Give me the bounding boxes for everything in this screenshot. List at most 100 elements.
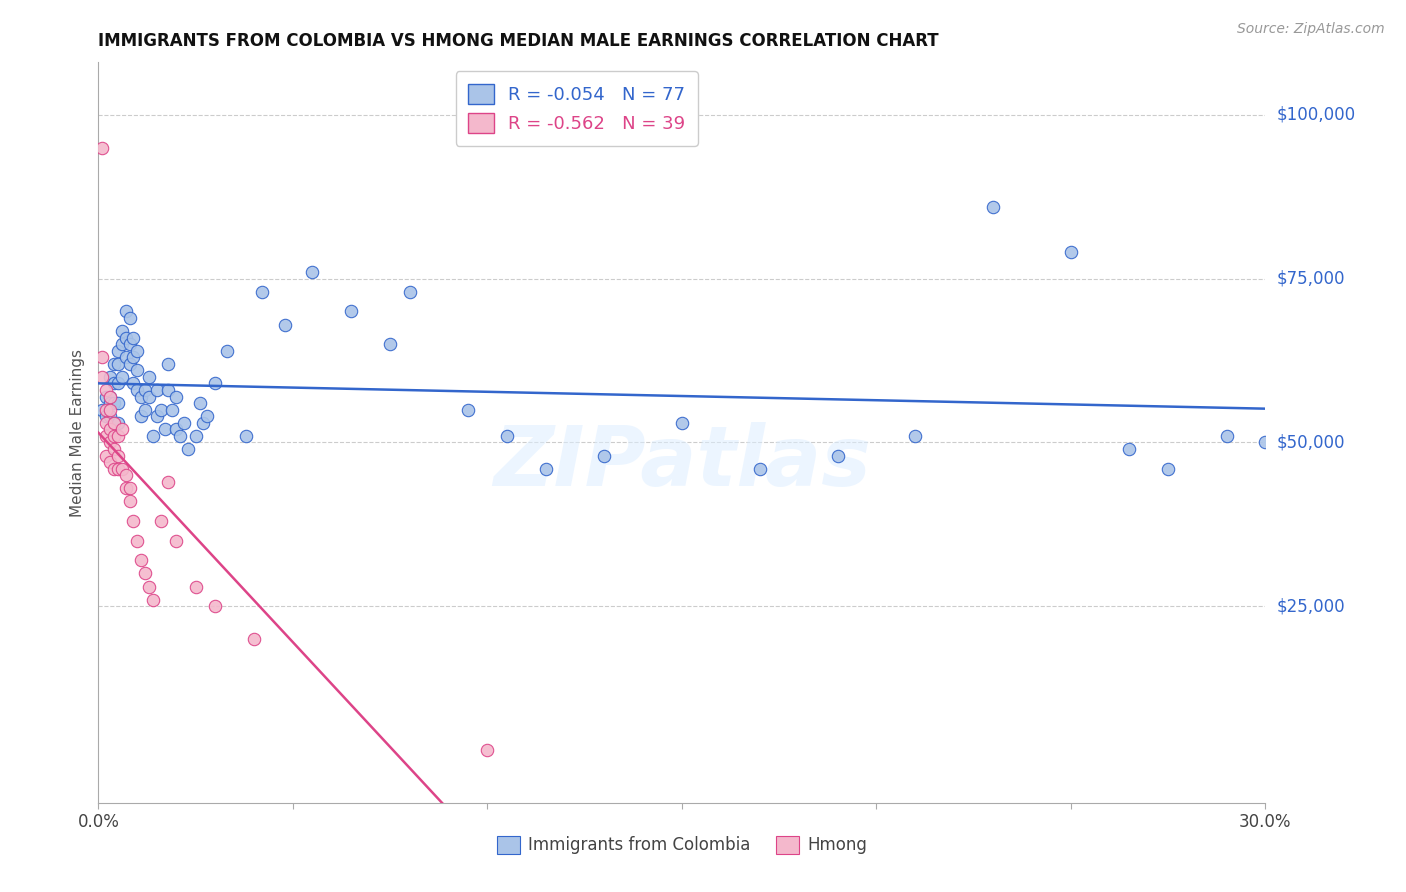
Point	[477, 743, 499, 757]
Point	[215, 343, 238, 358]
Point	[114, 468, 136, 483]
Point	[1060, 245, 1083, 260]
Point	[107, 396, 129, 410]
Point	[173, 416, 195, 430]
Point	[301, 265, 323, 279]
Point	[534, 461, 557, 475]
Point	[177, 442, 200, 456]
Point	[340, 304, 363, 318]
Point	[496, 429, 519, 443]
Point	[107, 449, 129, 463]
Point	[398, 285, 420, 299]
Y-axis label: Median Male Earnings: Median Male Earnings	[70, 349, 86, 516]
Point	[153, 422, 176, 436]
Point	[107, 416, 129, 430]
Text: $75,000: $75,000	[1277, 269, 1346, 287]
Point	[157, 475, 180, 489]
Point	[103, 416, 125, 430]
Point	[134, 383, 156, 397]
Point	[107, 461, 129, 475]
Point	[103, 429, 125, 443]
Point	[827, 449, 849, 463]
Point	[146, 383, 169, 397]
Point	[169, 429, 191, 443]
Text: IMMIGRANTS FROM COLOMBIA VS HMONG MEDIAN MALE EARNINGS CORRELATION CHART: IMMIGRANTS FROM COLOMBIA VS HMONG MEDIAN…	[98, 32, 939, 50]
Text: $25,000: $25,000	[1277, 598, 1346, 615]
Point	[103, 396, 125, 410]
Point	[118, 494, 141, 508]
Point	[122, 514, 145, 528]
Point	[114, 330, 136, 344]
Point	[142, 429, 165, 443]
Point	[114, 351, 136, 365]
Point	[1157, 461, 1180, 475]
Point	[149, 402, 172, 417]
Point	[98, 409, 121, 424]
Point	[98, 455, 121, 469]
Point	[98, 435, 121, 450]
Point	[96, 449, 118, 463]
Point	[96, 402, 118, 417]
Point	[96, 390, 118, 404]
Point	[122, 376, 145, 391]
Point	[138, 390, 160, 404]
Point	[111, 461, 134, 475]
Point	[91, 140, 114, 154]
Point	[127, 533, 149, 548]
Point	[184, 580, 207, 594]
Point	[118, 481, 141, 495]
Point	[118, 310, 141, 325]
Point	[127, 383, 149, 397]
Text: $50,000: $50,000	[1277, 434, 1346, 451]
Point	[103, 442, 125, 456]
Point	[146, 409, 169, 424]
Legend: Immigrants from Colombia, Hmong: Immigrants from Colombia, Hmong	[489, 829, 875, 861]
Point	[118, 357, 141, 371]
Point	[748, 461, 770, 475]
Point	[111, 422, 134, 436]
Point	[1254, 435, 1277, 450]
Point	[157, 383, 180, 397]
Point	[904, 429, 927, 443]
Point	[98, 370, 121, 384]
Point	[671, 416, 693, 430]
Point	[98, 422, 121, 436]
Point	[122, 330, 145, 344]
Point	[103, 376, 125, 391]
Point	[111, 337, 134, 351]
Text: Source: ZipAtlas.com: Source: ZipAtlas.com	[1237, 22, 1385, 37]
Point	[107, 343, 129, 358]
Point	[96, 416, 118, 430]
Point	[380, 337, 402, 351]
Point	[107, 429, 129, 443]
Point	[129, 409, 152, 424]
Point	[184, 429, 207, 443]
Point	[188, 396, 211, 410]
Point	[114, 304, 136, 318]
Point	[107, 376, 129, 391]
Point	[204, 376, 226, 391]
Point	[111, 324, 134, 338]
Point	[457, 402, 479, 417]
Point	[149, 514, 172, 528]
Point	[274, 318, 297, 332]
Point	[96, 429, 118, 443]
Point	[1118, 442, 1140, 456]
Point	[122, 351, 145, 365]
Point	[98, 396, 121, 410]
Point	[981, 200, 1004, 214]
Point	[243, 632, 266, 646]
Point	[103, 461, 125, 475]
Point	[91, 351, 114, 365]
Point	[157, 357, 180, 371]
Point	[165, 422, 187, 436]
Point	[103, 357, 125, 371]
Point	[193, 416, 215, 430]
Point	[129, 553, 152, 567]
Point	[127, 343, 149, 358]
Point	[103, 416, 125, 430]
Point	[134, 402, 156, 417]
Point	[593, 449, 616, 463]
Point	[165, 390, 187, 404]
Point	[162, 402, 184, 417]
